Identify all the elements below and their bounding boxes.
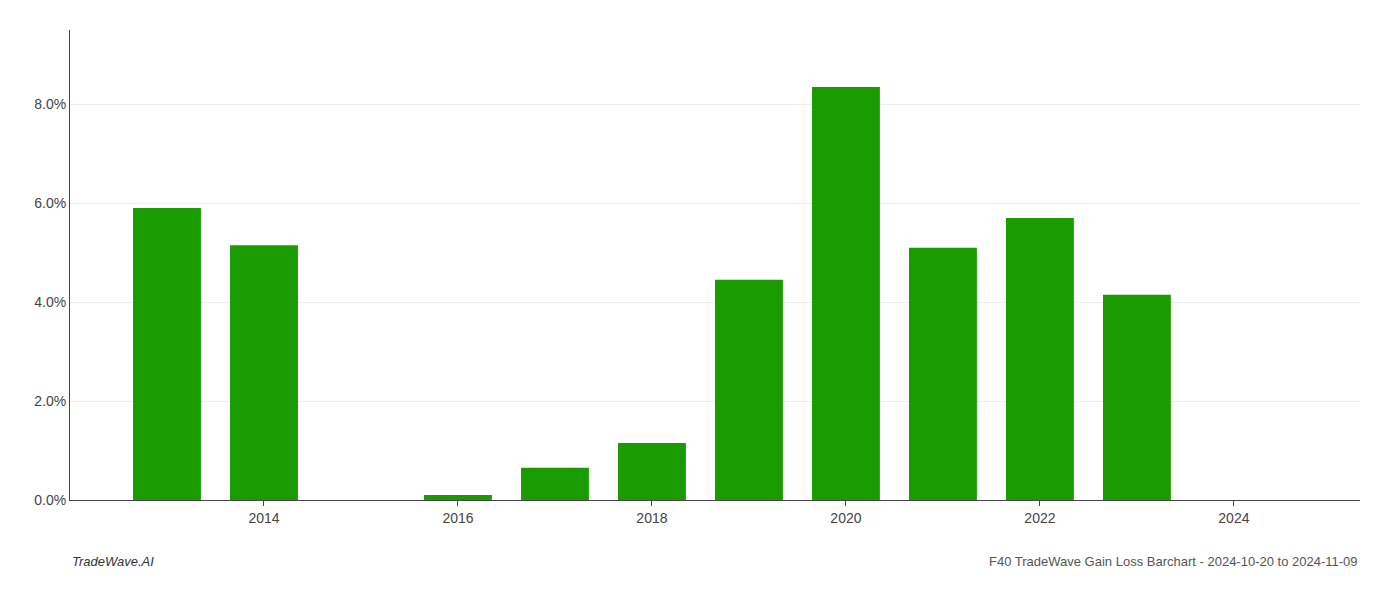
svg-text:2016: 2016 bbox=[442, 510, 473, 526]
svg-text:2018: 2018 bbox=[636, 510, 667, 526]
svg-text:F40 TradeWave Gain Loss Barcha: F40 TradeWave Gain Loss Barchart - 2024-… bbox=[989, 554, 1358, 569]
svg-text:2022: 2022 bbox=[1024, 510, 1055, 526]
svg-text:TradeWave.AI: TradeWave.AI bbox=[72, 554, 154, 569]
svg-text:2.0%: 2.0% bbox=[34, 393, 66, 409]
svg-text:8.0%: 8.0% bbox=[34, 96, 66, 112]
svg-text:0.0%: 0.0% bbox=[34, 492, 66, 508]
svg-text:2024: 2024 bbox=[1218, 510, 1249, 526]
svg-text:2020: 2020 bbox=[830, 510, 861, 526]
svg-text:6.0%: 6.0% bbox=[34, 195, 66, 211]
svg-text:4.0%: 4.0% bbox=[34, 294, 66, 310]
svg-text:2014: 2014 bbox=[248, 510, 279, 526]
